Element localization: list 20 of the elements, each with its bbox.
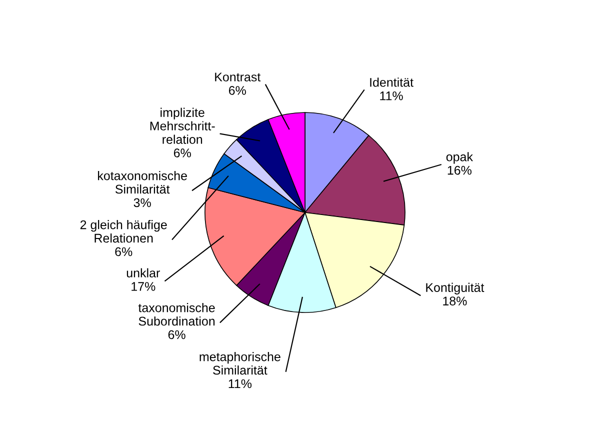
data-label: 16% (448, 166, 472, 175)
data-label: 3% (134, 198, 151, 208)
slice-label: opak (446, 152, 473, 164)
data-label: 6% (174, 148, 191, 158)
slice-label: Kontrast (215, 72, 261, 82)
slice-label: implizite Mehrschritt-relation (150, 108, 215, 144)
data-label: 11% (380, 91, 403, 100)
slice-label: unklar (126, 268, 160, 278)
data-label: 17% (132, 282, 156, 291)
slice-label: kotaxonomische Similarität (98, 171, 187, 194)
data-label: 11% (228, 379, 252, 388)
slice-label: taxonomische Subordination (138, 303, 215, 326)
data-label: 18% (443, 296, 467, 306)
slice-label: metaphorische Similarität (200, 352, 280, 375)
data-label: 6% (168, 330, 186, 340)
slice-label: 2 gleich häufige Relationen (80, 220, 167, 243)
slice-label: Kontiguität (426, 282, 484, 294)
data-label: 6% (228, 86, 246, 95)
slice-label: Identität (370, 78, 414, 87)
data-label: 6% (115, 247, 132, 256)
